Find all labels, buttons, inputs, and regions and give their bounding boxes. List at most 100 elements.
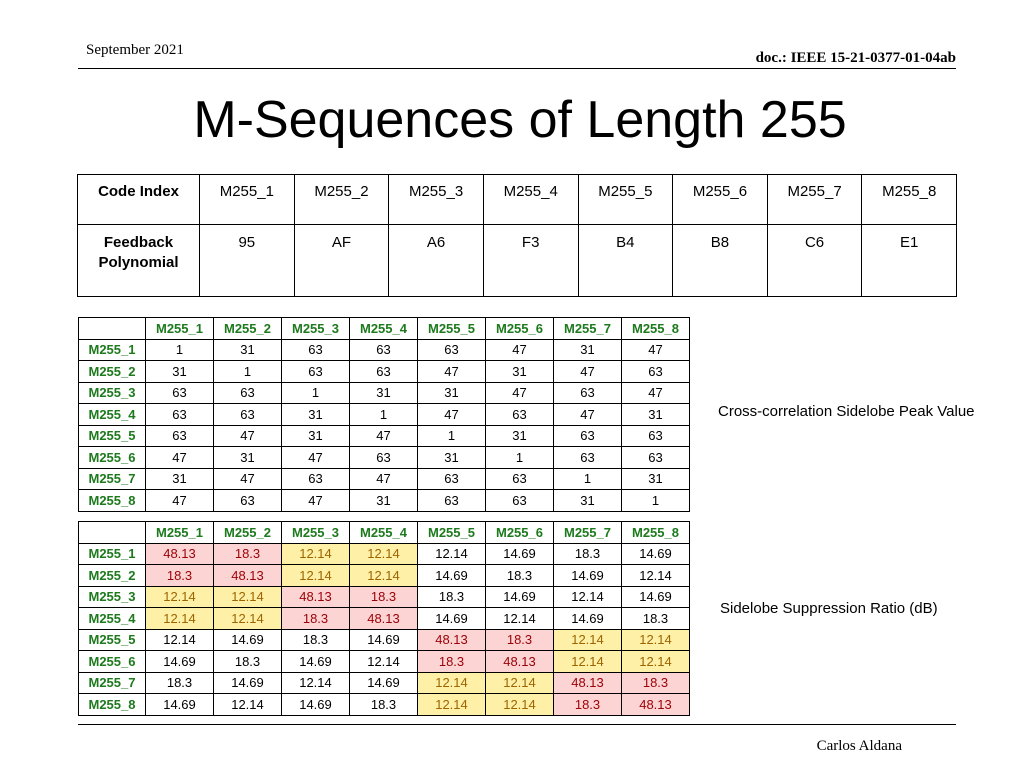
matrix-cell: 12.14 xyxy=(281,542,350,565)
matrix-cell: 12.14 xyxy=(417,671,486,694)
matrix-row-header: M255_7 xyxy=(78,671,146,694)
matrix-cell: 63 xyxy=(145,381,214,404)
matrix-cell: 18.3 xyxy=(485,564,554,587)
matrix-cell: 12.14 xyxy=(281,671,350,694)
matrix-cell: 63 xyxy=(553,446,622,469)
code-cell: M255_6 xyxy=(672,174,768,225)
matrix-column-header: M255_1 xyxy=(145,521,214,544)
header-divider xyxy=(78,68,956,69)
matrix-cell: 31 xyxy=(349,381,418,404)
matrix-column-header: M255_2 xyxy=(213,521,282,544)
matrix-cell: 63 xyxy=(213,403,282,426)
matrix-row-header: M255_4 xyxy=(78,403,146,426)
matrix-cell: 63 xyxy=(621,360,690,383)
matrix-cell: 14.69 xyxy=(281,650,350,673)
header-date: September 2021 xyxy=(86,42,184,58)
matrix-cell: 12.14 xyxy=(213,607,282,630)
matrix-cell: 31 xyxy=(213,338,282,361)
matrix-cell: 12.14 xyxy=(553,650,622,673)
polynomial-cell: F3 xyxy=(482,224,579,297)
matrix-cell: 18.3 xyxy=(621,671,690,694)
matrix-cell: 14.69 xyxy=(621,542,690,565)
matrix-header-row: M255_1 M255_2 M255_3 M255_4 M255_5 M255_6 M255… xyxy=(78,317,690,340)
matrix-cell: 63 xyxy=(349,338,418,361)
matrix-cell: 12.14 xyxy=(621,564,690,587)
matrix-cell: 1 xyxy=(349,403,418,426)
matrix-cell: 1 xyxy=(417,424,486,447)
matrix-cell: 18.3 xyxy=(213,650,282,673)
matrix-row: M255_3 12.14 12.14 48.13 18.3 18.3 14.69 12.14 1… xyxy=(78,585,690,608)
matrix-cell: 1 xyxy=(621,489,690,512)
matrix-cell: 47 xyxy=(213,424,282,447)
matrix-cell: 47 xyxy=(621,381,690,404)
matrix-cell: 47 xyxy=(485,381,554,404)
matrix-cell: 1 xyxy=(553,467,622,490)
matrix-cell: 12.14 xyxy=(417,693,486,716)
polynomial-cell: B8 xyxy=(672,224,768,297)
matrix-column-header: M255_2 xyxy=(213,317,282,340)
code-index-row: Code Index M255_1 M255_2 M255_3 M255_4 M… xyxy=(77,174,957,225)
matrix-cell: 48.13 xyxy=(553,671,622,694)
matrix-cell: 31 xyxy=(553,338,622,361)
matrix-row: M255_7 31 47 63 47 63 63 1 31 xyxy=(78,467,690,490)
matrix-cell: 14.69 xyxy=(485,542,554,565)
matrix-cell: 63 xyxy=(145,424,214,447)
matrix-row: M255_5 63 47 31 47 1 31 63 63 xyxy=(78,424,690,447)
code-index-table: Code Index M255_1 M255_2 M255_3 M255_4 M… xyxy=(77,174,957,297)
matrix-row-header: M255_8 xyxy=(78,693,146,716)
matrix-cell: 14.69 xyxy=(621,585,690,608)
matrix-cell: 14.69 xyxy=(553,564,622,587)
matrix-cell: 14.69 xyxy=(213,628,282,651)
matrix-row: M255_8 14.69 12.14 14.69 18.3 12.14 12.14 18.3 4… xyxy=(78,693,690,716)
matrix-cell: 47 xyxy=(349,424,418,447)
header-doc-id: doc.: IEEE 15-21-0377-01-04ab xyxy=(755,50,956,66)
matrix-cell: 14.69 xyxy=(417,607,486,630)
matrix-cell: 63 xyxy=(213,381,282,404)
matrix-cell: 47 xyxy=(145,446,214,469)
matrix-cell: 47 xyxy=(553,403,622,426)
matrix-cell: 12.14 xyxy=(349,564,418,587)
matrix-cell: 47 xyxy=(281,489,350,512)
matrix-cell: 12.14 xyxy=(417,542,486,565)
matrix-column-header: M255_6 xyxy=(485,521,554,544)
matrix-cell: 47 xyxy=(485,338,554,361)
matrix-cell: 12.14 xyxy=(145,607,214,630)
matrix-cell: 31 xyxy=(349,489,418,512)
matrix-cell: 31 xyxy=(621,467,690,490)
matrix-header-row: M255_1 M255_2 M255_3 M255_4 M255_5 M255_6 M255… xyxy=(78,521,690,544)
matrix-cell: 47 xyxy=(417,403,486,426)
matrix-row-header: M255_6 xyxy=(78,650,146,673)
matrix-cell: 31 xyxy=(281,424,350,447)
matrix-cell: 31 xyxy=(417,381,486,404)
matrix-cell: 18.3 xyxy=(349,693,418,716)
matrix-cell: 31 xyxy=(485,360,554,383)
matrix-cell: 12.14 xyxy=(621,628,690,651)
matrix-cell: 47 xyxy=(213,467,282,490)
matrix-cell: 31 xyxy=(485,424,554,447)
matrix-cell: 63 xyxy=(349,446,418,469)
footer-author: Carlos Aldana xyxy=(816,738,902,754)
matrix-row: M255_6 47 31 47 63 31 1 63 63 xyxy=(78,446,690,469)
matrix-cell: 63 xyxy=(417,489,486,512)
matrix-cell: 63 xyxy=(281,360,350,383)
polynomial-cell: E1 xyxy=(861,224,957,297)
matrix-cell: 31 xyxy=(145,467,214,490)
footer-divider xyxy=(78,724,956,725)
matrix-cell: 1 xyxy=(213,360,282,383)
matrix-cell: 12.14 xyxy=(145,628,214,651)
matrix-cell: 12.14 xyxy=(485,671,554,694)
matrix-cell: 48.13 xyxy=(621,693,690,716)
matrix-row: M255_5 12.14 14.69 18.3 14.69 48.13 18.3 12.14 1… xyxy=(78,628,690,651)
matrix-row-header: M255_1 xyxy=(78,542,146,565)
code-cell: M255_3 xyxy=(388,174,484,225)
cross-correlation-table: M255_1 M255_2 M255_3 M255_4 M255_5 M255_6 M255… xyxy=(78,317,690,512)
matrix-cell: 48.13 xyxy=(417,628,486,651)
matrix-row-header: M255_7 xyxy=(78,467,146,490)
matrix-cell: 14.69 xyxy=(145,650,214,673)
matrix-cell: 12.14 xyxy=(349,542,418,565)
matrix-cell: 18.3 xyxy=(417,585,486,608)
matrix-cell: 18.3 xyxy=(281,628,350,651)
matrix-cell: 18.3 xyxy=(145,564,214,587)
matrix-cell: 47 xyxy=(281,446,350,469)
matrix-row: M255_4 12.14 12.14 18.3 48.13 14.69 12.14 14.69… xyxy=(78,607,690,630)
